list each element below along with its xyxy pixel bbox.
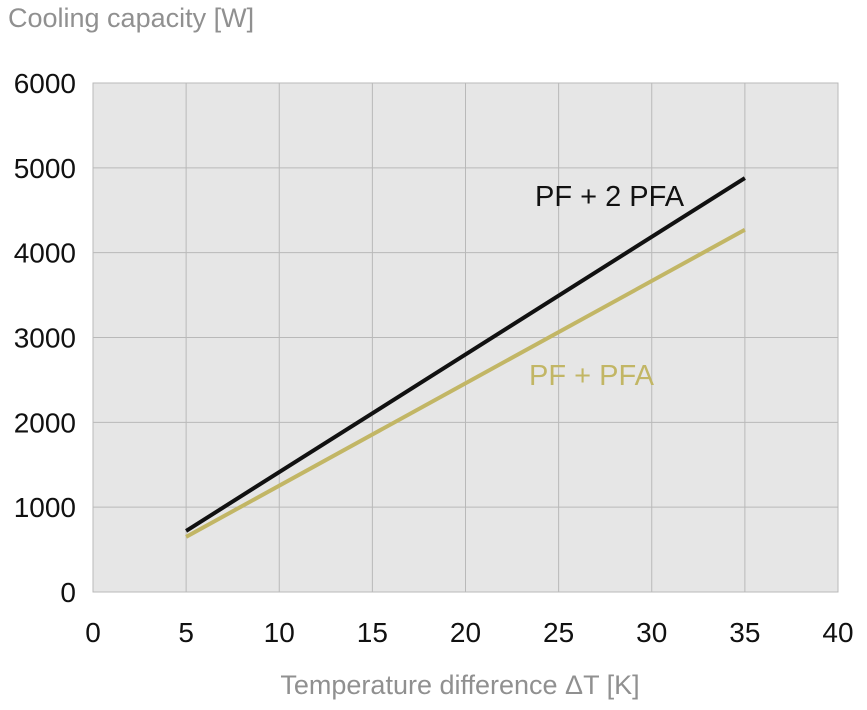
- x-tick-label: 0: [85, 617, 101, 648]
- x-tick-label: 30: [636, 617, 667, 648]
- x-tick-label: 10: [264, 617, 295, 648]
- series-line-pf-2-pfa: [185, 176, 746, 533]
- x-tick-label: 25: [543, 617, 574, 648]
- x-tick-label: 40: [822, 617, 853, 648]
- x-tick-label: 20: [450, 617, 481, 648]
- y-tick-label: 2000: [14, 407, 76, 438]
- y-tick-label: 3000: [14, 323, 76, 354]
- y-axis-label: Cooling capacity [W]: [8, 3, 254, 33]
- series-lines: [185, 176, 746, 539]
- y-ticks: 0 1000 2000 3000 4000 5000 6000: [14, 68, 76, 608]
- series-label-pf-2-pfa: PF + 2 PFA: [535, 181, 685, 213]
- grid: [93, 83, 838, 592]
- x-ticks: 0 5 10 15 20 25 30 35 40: [85, 617, 853, 648]
- x-tick-label: 35: [729, 617, 760, 648]
- series-line-pf-pfa: [185, 228, 746, 539]
- y-tick-label: 4000: [14, 238, 76, 269]
- x-axis-label: Temperature difference ΔT [K]: [280, 670, 639, 700]
- y-tick-label: 0: [60, 577, 76, 608]
- x-tick-label: 15: [357, 617, 388, 648]
- y-tick-label: 1000: [14, 492, 76, 523]
- y-tick-label: 6000: [14, 68, 76, 99]
- plot-area: [92, 82, 839, 593]
- y-tick-label: 5000: [14, 153, 76, 184]
- series-label-pf-pfa: PF + PFA: [529, 360, 655, 392]
- x-tick-label: 5: [178, 617, 194, 648]
